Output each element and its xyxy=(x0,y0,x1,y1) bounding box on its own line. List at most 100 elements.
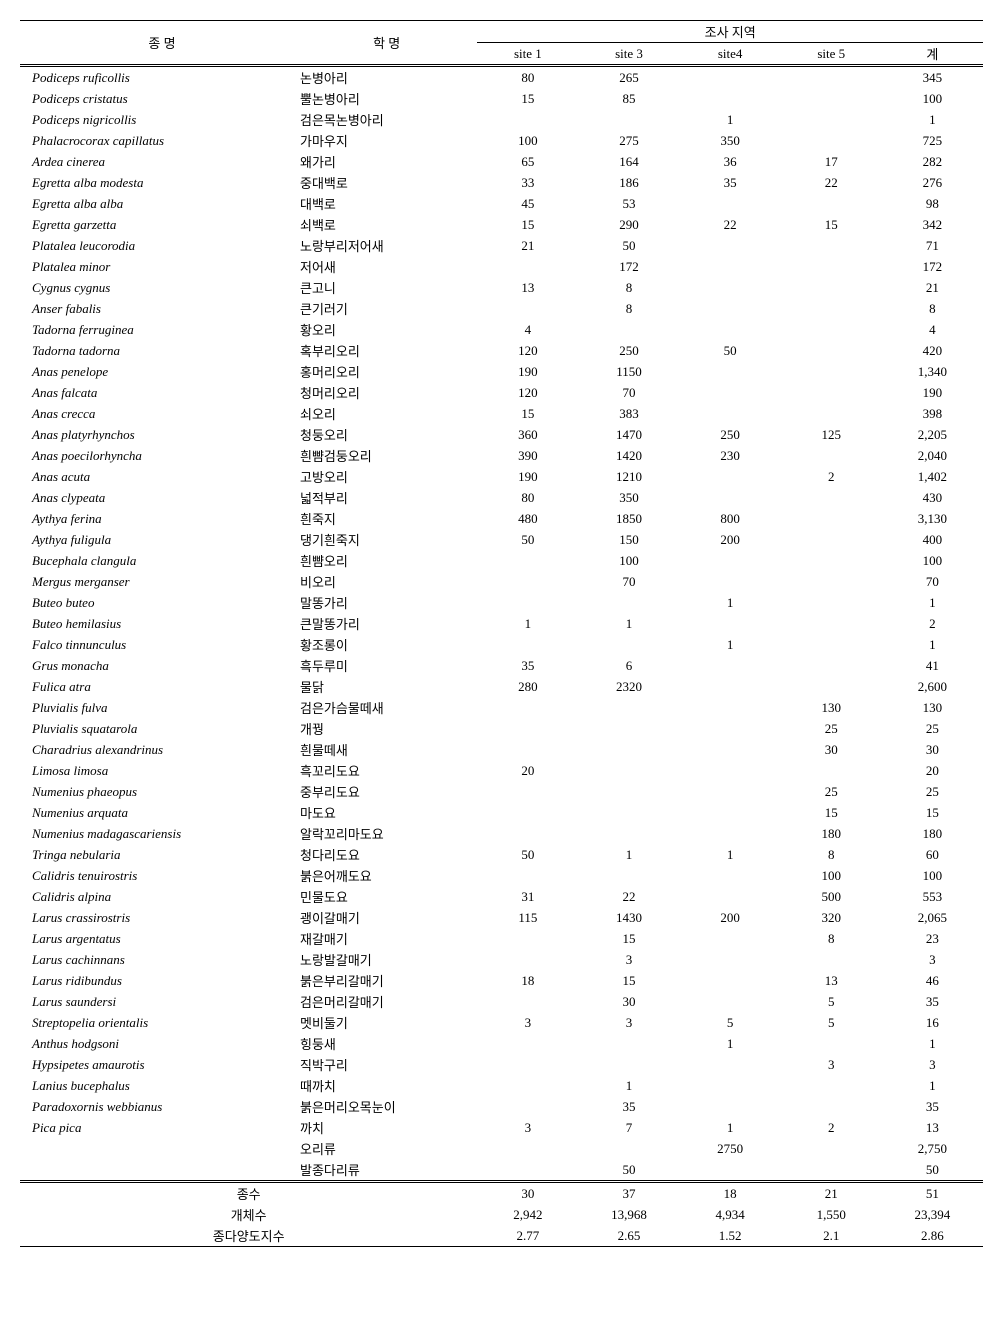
scientific-name: Numenius arquata xyxy=(20,802,296,823)
site4-value: 36 xyxy=(680,151,781,172)
site4-value xyxy=(680,277,781,298)
total-value: 60 xyxy=(882,844,983,865)
total-value: 345 xyxy=(882,66,983,89)
site5-value: 17 xyxy=(781,151,882,172)
site1-value xyxy=(477,1096,578,1117)
site1-value: 1 xyxy=(477,613,578,634)
table-row: Tadorna ferruginea황오리44 xyxy=(20,319,983,340)
site4-value xyxy=(680,928,781,949)
site5-value: 8 xyxy=(781,928,882,949)
site5-value xyxy=(781,256,882,277)
site5-value: 5 xyxy=(781,991,882,1012)
site3-value: 172 xyxy=(578,256,679,277)
scientific-name: Fulica atra xyxy=(20,676,296,697)
korean-name: 까치 xyxy=(296,1117,477,1138)
total-value: 2 xyxy=(882,613,983,634)
table-row: Larus cachinnans노랑발갈매기33 xyxy=(20,949,983,970)
summary-tot: 2.86 xyxy=(882,1225,983,1247)
table-row: Larus ridibundus붉은부리갈매기18151346 xyxy=(20,970,983,991)
total-value: 553 xyxy=(882,886,983,907)
scientific-name: Podiceps ruficollis xyxy=(20,66,296,89)
total-value: 100 xyxy=(882,550,983,571)
table-row: Podiceps nigricollis검은목논병아리11 xyxy=(20,109,983,130)
summary-row: 종다양도지수2.772.651.522.12.86 xyxy=(20,1225,983,1247)
site4-value xyxy=(680,676,781,697)
site1-value: 3 xyxy=(477,1012,578,1033)
korean-name: 가마우지 xyxy=(296,130,477,151)
scientific-name: Pluvialis fulva xyxy=(20,697,296,718)
scientific-name: Tadorna ferruginea xyxy=(20,319,296,340)
site1-value: 480 xyxy=(477,508,578,529)
korean-name: 고방오리 xyxy=(296,466,477,487)
site5-value xyxy=(781,445,882,466)
site4-value xyxy=(680,1159,781,1182)
site1-value: 13 xyxy=(477,277,578,298)
total-value: 13 xyxy=(882,1117,983,1138)
site3-value: 1850 xyxy=(578,508,679,529)
site3-value: 30 xyxy=(578,991,679,1012)
site5-value xyxy=(781,382,882,403)
korean-name: 큰기러기 xyxy=(296,298,477,319)
total-value: 2,065 xyxy=(882,907,983,928)
site5-value xyxy=(781,319,882,340)
table-row: Lanius bucephalus때까치11 xyxy=(20,1075,983,1096)
site3-value: 15 xyxy=(578,970,679,991)
site3-value: 150 xyxy=(578,529,679,550)
scientific-name: Anas acuta xyxy=(20,466,296,487)
total-value: 25 xyxy=(882,718,983,739)
table-row: Grus monacha흑두루미35641 xyxy=(20,655,983,676)
site1-value: 50 xyxy=(477,844,578,865)
site3-value xyxy=(578,781,679,802)
table-row: Larus crassirostris괭이갈매기11514302003202,0… xyxy=(20,907,983,928)
table-row: Platalea minor저어새172172 xyxy=(20,256,983,277)
scientific-name: Egretta garzetta xyxy=(20,214,296,235)
korean-name: 대백로 xyxy=(296,193,477,214)
site4-value xyxy=(680,970,781,991)
scientific-name: Larus argentatus xyxy=(20,928,296,949)
header-site5: site 5 xyxy=(781,43,882,66)
site1-value xyxy=(477,865,578,886)
table-row: Anas falcata청머리오리12070190 xyxy=(20,382,983,403)
site4-value xyxy=(680,697,781,718)
site4-value: 22 xyxy=(680,214,781,235)
korean-name: 흰죽지 xyxy=(296,508,477,529)
site5-value: 15 xyxy=(781,214,882,235)
site3-value: 85 xyxy=(578,88,679,109)
total-value: 4 xyxy=(882,319,983,340)
table-row: Buteo hemilasius큰말똥가리112 xyxy=(20,613,983,634)
scientific-name: Buteo hemilasius xyxy=(20,613,296,634)
table-row: Falco tinnunculus황조롱이11 xyxy=(20,634,983,655)
scientific-name: Platalea leucorodia xyxy=(20,235,296,256)
site4-value: 50 xyxy=(680,340,781,361)
site1-value xyxy=(477,991,578,1012)
site5-value xyxy=(781,529,882,550)
scientific-name: Pluvialis squatarola xyxy=(20,718,296,739)
scientific-name: Anas platyrhynchos xyxy=(20,424,296,445)
species-table-container: 종 명 학 명 조사 지역 site 1 site 3 site4 site 5… xyxy=(20,20,983,1247)
site1-value: 3 xyxy=(477,1117,578,1138)
scientific-name: Pica pica xyxy=(20,1117,296,1138)
site4-value xyxy=(680,319,781,340)
site5-value xyxy=(781,760,882,781)
site3-value xyxy=(578,739,679,760)
site4-value: 35 xyxy=(680,172,781,193)
site3-value: 1 xyxy=(578,844,679,865)
site1-value xyxy=(477,256,578,277)
site5-value xyxy=(781,1159,882,1182)
table-row: Mergus merganser비오리7070 xyxy=(20,571,983,592)
total-value: 2,040 xyxy=(882,445,983,466)
scientific-name: Charadrius alexandrinus xyxy=(20,739,296,760)
site1-value xyxy=(477,823,578,844)
site1-value xyxy=(477,1159,578,1182)
site3-value xyxy=(578,802,679,823)
korean-name: 비오리 xyxy=(296,571,477,592)
total-value: 282 xyxy=(882,151,983,172)
site1-value: 31 xyxy=(477,886,578,907)
table-row: Buteo buteo말똥가리11 xyxy=(20,592,983,613)
site1-value xyxy=(477,1033,578,1054)
header-survey-group: 조사 지역 xyxy=(477,21,983,43)
table-row: Bucephala clangula흰뺨오리100100 xyxy=(20,550,983,571)
site5-value: 22 xyxy=(781,172,882,193)
site1-value xyxy=(477,781,578,802)
site3-value: 1210 xyxy=(578,466,679,487)
